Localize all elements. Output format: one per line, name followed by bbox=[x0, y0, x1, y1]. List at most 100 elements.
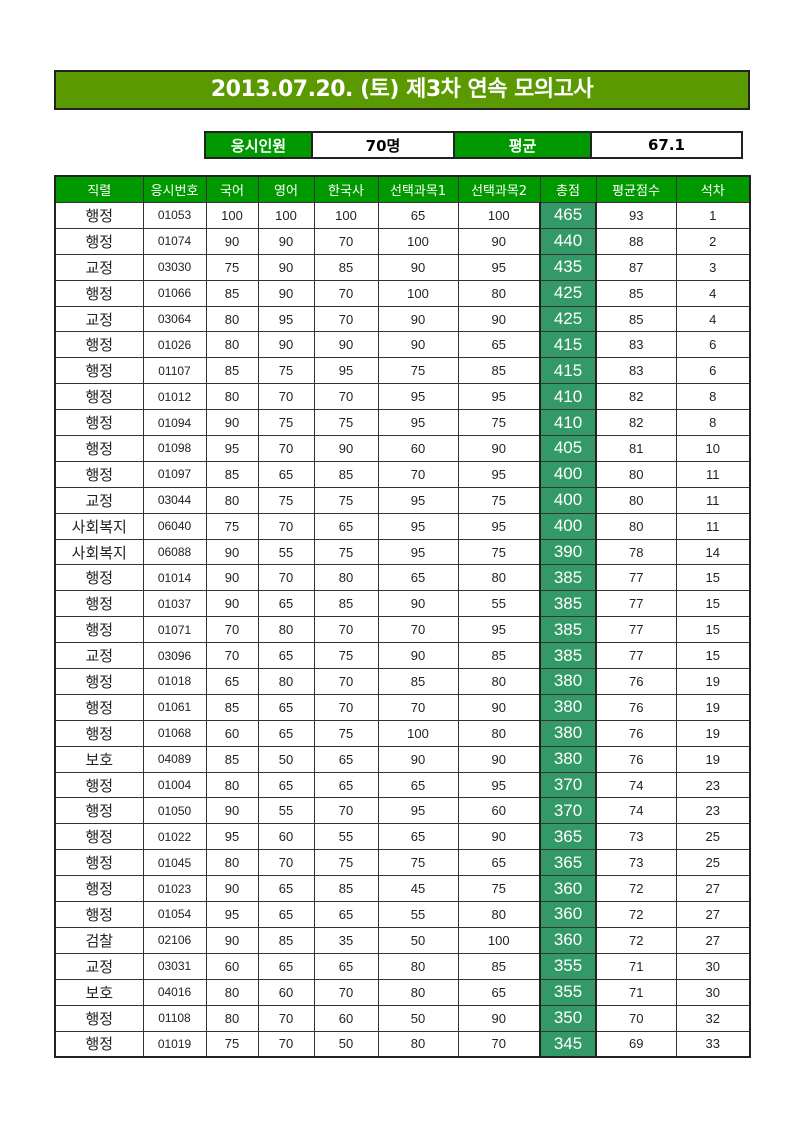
cell-job: 행정 bbox=[54, 227, 144, 255]
cell-job: 행정 bbox=[54, 719, 144, 747]
table-row: 사회복지 06088 90 55 75 95 75 390 78 14 bbox=[54, 538, 751, 566]
cell-rank: 15 bbox=[675, 642, 751, 670]
cell-rank: 10 bbox=[675, 435, 751, 462]
page-title: 2013.07.20. (토) 제3차 연속 모의고사 bbox=[54, 70, 750, 110]
cell-exam-number: 01098 bbox=[142, 435, 207, 462]
cell-english: 75 bbox=[257, 486, 315, 514]
cell-english: 60 bbox=[257, 823, 315, 851]
cell-elective-2: 80 bbox=[457, 719, 541, 747]
cell-korean: 85 bbox=[205, 357, 259, 385]
cell-total: 345 bbox=[539, 1030, 597, 1058]
cell-exam-number: 01022 bbox=[142, 823, 207, 851]
table-row: 행정 01094 90 75 75 95 75 410 82 8 bbox=[54, 409, 751, 437]
cell-average-score: 77 bbox=[595, 616, 677, 644]
cell-total: 400 bbox=[539, 486, 597, 514]
cell-korean-history: 75 bbox=[313, 409, 379, 437]
cell-korean-history: 65 bbox=[313, 745, 379, 773]
cell-average-score: 74 bbox=[595, 797, 677, 825]
cell-exam-number: 01068 bbox=[142, 719, 207, 747]
cell-korean: 90 bbox=[205, 409, 259, 437]
cell-english: 80 bbox=[257, 616, 315, 644]
cell-job: 보호 bbox=[54, 978, 144, 1006]
cell-korean-history: 70 bbox=[313, 383, 379, 411]
cell-exam-number: 03030 bbox=[142, 253, 207, 281]
cell-elective-1: 95 bbox=[377, 797, 459, 825]
cell-elective-1: 100 bbox=[377, 279, 459, 307]
cell-exam-number: 01094 bbox=[142, 409, 207, 437]
cell-average-score: 72 bbox=[595, 901, 677, 928]
cell-korean: 75 bbox=[205, 512, 259, 540]
cell-english: 65 bbox=[257, 771, 315, 799]
cell-rank: 19 bbox=[675, 719, 751, 747]
header-elective-2: 선택과목2 bbox=[457, 175, 541, 203]
cell-job: 행정 bbox=[54, 564, 144, 592]
cell-job: 행정 bbox=[54, 1030, 144, 1058]
cell-english: 50 bbox=[257, 745, 315, 773]
cell-job: 교정 bbox=[54, 486, 144, 514]
cell-rank: 4 bbox=[675, 279, 751, 307]
header-average-score: 평균점수 bbox=[595, 175, 677, 203]
cell-exam-number: 01004 bbox=[142, 771, 207, 799]
cell-average-score: 82 bbox=[595, 409, 677, 437]
cell-total: 425 bbox=[539, 279, 597, 307]
cell-rank: 32 bbox=[675, 1004, 751, 1032]
header-korean-history: 한국사 bbox=[313, 175, 379, 203]
cell-korean-history: 75 bbox=[313, 719, 379, 747]
cell-korean: 65 bbox=[205, 668, 259, 695]
cell-elective-2: 85 bbox=[457, 952, 541, 980]
cell-exam-number: 01012 bbox=[142, 383, 207, 411]
cell-korean-history: 85 bbox=[313, 590, 379, 618]
cell-exam-number: 01054 bbox=[142, 901, 207, 928]
cell-total: 410 bbox=[539, 383, 597, 411]
cell-korean-history: 70 bbox=[313, 616, 379, 644]
cell-korean-history: 65 bbox=[313, 952, 379, 980]
cell-elective-1: 95 bbox=[377, 538, 459, 566]
cell-korean: 90 bbox=[205, 797, 259, 825]
cell-average-score: 72 bbox=[595, 875, 677, 903]
cell-job: 행정 bbox=[54, 668, 144, 695]
cell-elective-1: 100 bbox=[377, 227, 459, 255]
cell-total: 435 bbox=[539, 253, 597, 281]
cell-elective-2: 90 bbox=[457, 823, 541, 851]
table-row: 행정 01098 95 70 90 60 90 405 81 10 bbox=[54, 435, 751, 462]
cell-english: 90 bbox=[257, 279, 315, 307]
average-label: 평균 bbox=[453, 131, 592, 159]
header-elective-1: 선택과목1 bbox=[377, 175, 459, 203]
cell-elective-1: 50 bbox=[377, 926, 459, 954]
cell-korean: 85 bbox=[205, 693, 259, 721]
cell-rank: 2 bbox=[675, 227, 751, 255]
cell-korean: 60 bbox=[205, 952, 259, 980]
cell-exam-number: 01019 bbox=[142, 1030, 207, 1058]
cell-elective-1: 90 bbox=[377, 642, 459, 670]
cell-elective-2: 95 bbox=[457, 512, 541, 540]
cell-elective-1: 65 bbox=[377, 823, 459, 851]
cell-korean: 90 bbox=[205, 875, 259, 903]
cell-average-score: 69 bbox=[595, 1030, 677, 1058]
cell-rank: 27 bbox=[675, 875, 751, 903]
cell-total: 355 bbox=[539, 952, 597, 980]
cell-korean-history: 65 bbox=[313, 512, 379, 540]
examinees-label: 응시인원 bbox=[204, 131, 313, 159]
cell-elective-2: 90 bbox=[457, 435, 541, 462]
cell-elective-1: 80 bbox=[377, 952, 459, 980]
cell-korean-history: 75 bbox=[313, 538, 379, 566]
cell-elective-2: 75 bbox=[457, 875, 541, 903]
table-row: 행정 01023 90 65 85 45 75 360 72 27 bbox=[54, 875, 751, 903]
cell-exam-number: 01108 bbox=[142, 1004, 207, 1032]
cell-korean: 95 bbox=[205, 823, 259, 851]
cell-exam-number: 01061 bbox=[142, 693, 207, 721]
cell-korean-history: 100 bbox=[313, 202, 379, 229]
cell-korean: 80 bbox=[205, 331, 259, 359]
cell-elective-2: 95 bbox=[457, 253, 541, 281]
cell-korean: 75 bbox=[205, 253, 259, 281]
cell-elective-1: 70 bbox=[377, 616, 459, 644]
cell-english: 65 bbox=[257, 460, 315, 488]
cell-exam-number: 01097 bbox=[142, 460, 207, 488]
table-row: 행정 01068 60 65 75 100 80 380 76 19 bbox=[54, 719, 751, 747]
table-row: 행정 01037 90 65 85 90 55 385 77 15 bbox=[54, 590, 751, 618]
cell-korean-history: 85 bbox=[313, 875, 379, 903]
examinees-value: 70명 bbox=[311, 131, 455, 159]
cell-korean-history: 75 bbox=[313, 486, 379, 514]
cell-job: 행정 bbox=[54, 875, 144, 903]
cell-exam-number: 02106 bbox=[142, 926, 207, 954]
